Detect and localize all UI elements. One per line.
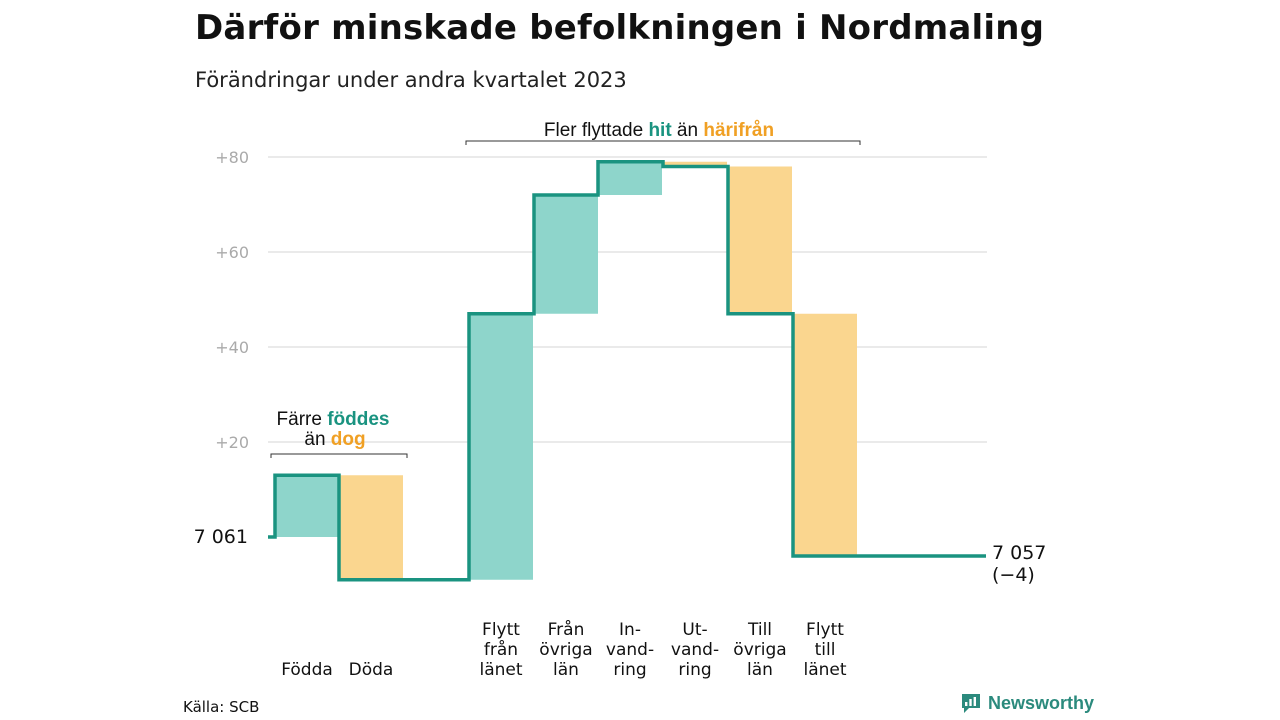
- category-label: In-: [619, 620, 641, 640]
- category-label: Flytt: [482, 620, 520, 640]
- waterfall-bar: [663, 161, 727, 167]
- natural-annotation-line1: Färre föddes: [277, 409, 390, 430]
- category-label: övriga: [539, 640, 592, 660]
- y-tick-label: +80: [215, 148, 249, 167]
- waterfall-bar: [793, 313, 857, 556]
- category-label: övriga: [733, 640, 786, 660]
- start-value-label: 7 061: [194, 526, 248, 548]
- category-label: län: [553, 660, 579, 680]
- waterfall-bar: [469, 313, 533, 580]
- y-tick-label: +20: [215, 433, 249, 452]
- chart-subtitle: Förändringar under andra kvartalet 2023: [195, 68, 627, 92]
- y-tick-label: +60: [215, 243, 249, 262]
- waterfall-bar: [728, 166, 792, 314]
- category-label: länet: [803, 660, 846, 680]
- category-label: Från: [548, 619, 585, 640]
- bar-chart-speech-bubble-icon: [962, 694, 980, 713]
- category-label: Döda: [349, 660, 394, 680]
- waterfall-bar: [275, 475, 339, 537]
- waterfall-bar: [339, 475, 403, 580]
- y-tick-label: +40: [215, 338, 249, 357]
- waterfall-bar: [534, 195, 598, 314]
- category-label: län: [747, 660, 773, 680]
- category-label: ring: [613, 660, 646, 680]
- category-label: vand-: [671, 640, 719, 660]
- end-change-label: (−4): [992, 564, 1035, 586]
- category-label: vand-: [606, 640, 654, 660]
- category-label: Födda: [281, 660, 333, 680]
- category-label: till: [815, 640, 836, 660]
- migration-annotation: Fler flyttade hit än härifrån: [544, 120, 774, 141]
- category-label: Till: [747, 620, 772, 640]
- brand-logo: Newsworthy: [960, 692, 1094, 714]
- brand-name: Newsworthy: [988, 692, 1095, 713]
- waterfall-bar: [598, 161, 662, 195]
- category-label: ring: [678, 660, 711, 680]
- natural-change-bracket: [270, 453, 408, 458]
- chart-title: Därför minskade befolkningen i Nordmalin…: [195, 8, 1045, 48]
- natural-annotation-line2: än dog: [304, 429, 365, 450]
- category-label: från: [484, 639, 518, 660]
- migration-bracket: [465, 140, 861, 145]
- population-step-line: [268, 160, 986, 582]
- category-label: Flytt: [806, 620, 844, 640]
- source-note: Källa: SCB: [183, 698, 260, 716]
- category-label: länet: [479, 660, 522, 680]
- end-value-label: 7 057: [992, 542, 1046, 564]
- category-label: Ut-: [682, 620, 707, 640]
